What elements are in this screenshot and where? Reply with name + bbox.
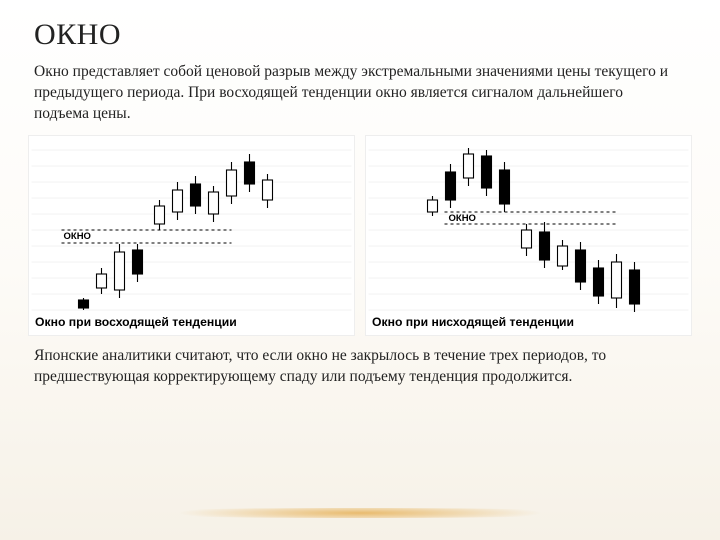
chart-panel-uptrend: ОКНО Окно при восходящей тенденции bbox=[28, 135, 355, 336]
accent-bar bbox=[100, 508, 620, 518]
slide: ОКНО Окно представляет собой ценовой раз… bbox=[0, 0, 720, 540]
candlestick-chart-downtrend: ОКНО bbox=[368, 140, 689, 312]
intro-paragraph: Окно представляет собой ценовой разрыв м… bbox=[34, 62, 674, 125]
chart-panel-downtrend: ОКНО Окно при нисходящей тенденции bbox=[365, 135, 692, 336]
svg-text:ОКНО: ОКНО bbox=[449, 213, 476, 224]
svg-text:ОКНО: ОКНО bbox=[64, 231, 91, 242]
chart-caption-uptrend: Окно при восходящей тенденции bbox=[31, 312, 352, 333]
candlestick-chart-uptrend: ОКНО bbox=[31, 140, 352, 312]
charts-row: ОКНО Окно при восходящей тенденции ОКНО … bbox=[28, 135, 692, 336]
closing-paragraph: Японские аналитики считают, что если окн… bbox=[34, 346, 674, 388]
slide-title: ОКНО bbox=[34, 18, 686, 52]
chart-caption-downtrend: Окно при нисходящей тенденции bbox=[368, 312, 689, 333]
